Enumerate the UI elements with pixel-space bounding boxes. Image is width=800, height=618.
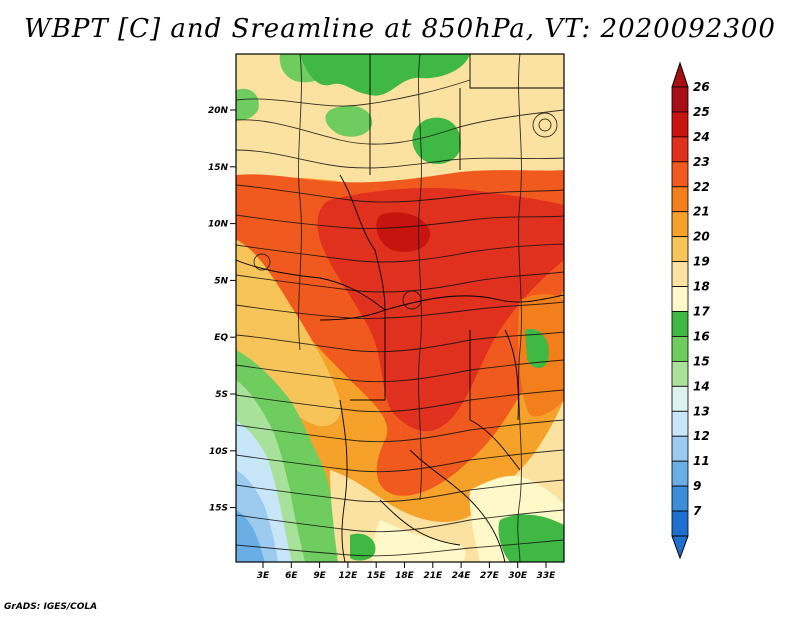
lat-label: 15S (209, 504, 228, 514)
colorbar-swatch (671, 435, 689, 462)
colorbar-label: 17 (693, 305, 710, 319)
colorbar-top-arrow (671, 61, 689, 88)
lon-label: 30E (508, 571, 528, 581)
lon-label: 12E (339, 571, 359, 581)
colorbar-swatch (671, 510, 689, 537)
lon-label: 21E (423, 571, 443, 581)
colorbar-label: 22 (693, 180, 710, 194)
temperature-field (236, 54, 564, 562)
colorbar-label: 24 (693, 130, 710, 144)
colorbar-label: 9 (693, 479, 701, 493)
lat-label: 5N (214, 276, 228, 286)
lon-label: 15E (367, 571, 387, 581)
lon-label: 27E (480, 571, 500, 581)
colorbar-swatch (671, 360, 689, 387)
colorbar-label: 19 (693, 255, 710, 269)
colorbar-label: 23 (693, 155, 710, 169)
lat-label: 15N (208, 163, 229, 173)
colorbar-swatch (671, 311, 689, 337)
colorbar-swatch (671, 111, 689, 138)
map-title: WBPT [C] and Sreamline at 850hPa, VT: 20… (24, 14, 776, 44)
lat-label: 10N (208, 220, 229, 230)
lon-label: 33E (537, 571, 557, 581)
colorbar-swatch (671, 385, 689, 412)
lat-label: 5S (215, 390, 228, 400)
country-borders (236, 54, 564, 562)
longitude-axis: 3E 6E 9E 12E 15E 18E 21E 24E 27E 30E 33E (257, 562, 556, 581)
colorbar-swatch (671, 336, 689, 362)
lon-label: 24E (452, 571, 472, 581)
colorbar-label: 21 (693, 205, 710, 219)
grads-credit: GrADS: IGES/COLA (4, 602, 98, 612)
lat-label: 20N (208, 106, 229, 116)
colorbar-label: 16 (693, 329, 710, 343)
lat-label: EQ (214, 333, 228, 343)
colorbar-label: 20 (693, 230, 710, 244)
colorbar-label: 14 (693, 379, 710, 393)
colorbar-label: 13 (693, 404, 710, 418)
colorbar-swatch (671, 136, 689, 163)
colorbar-swatch (671, 485, 689, 512)
colorbar-swatch (671, 86, 689, 113)
colorbar-swatch (671, 211, 689, 238)
latitude-axis: 20N 15N 10N 5N EQ 5S 10S 15S (208, 106, 236, 514)
colorbar-swatch (671, 186, 689, 213)
lon-label: 18E (395, 571, 415, 581)
colorbar-swatch (671, 236, 689, 263)
lon-label: 9E (313, 571, 326, 581)
lat-label: 10S (209, 447, 228, 457)
colorbar-label: 26 (693, 80, 710, 94)
colorbar-swatch (671, 410, 689, 437)
colorbar-swatch (671, 261, 689, 287)
colorbar-label: 18 (693, 280, 710, 294)
colorbar-label: 12 (693, 429, 710, 443)
colorbar-bottom-arrow (671, 535, 689, 560)
colorbar-swatch (671, 161, 689, 188)
streamlines (236, 54, 564, 562)
colorbar-label: 15 (693, 354, 710, 368)
colorbar: 26 25 24 23 22 21 20 19 18 17 16 15 14 13 12 11 9 7 (671, 61, 710, 560)
colorbar-swatch (671, 460, 689, 487)
lon-label: 3E (257, 571, 270, 581)
colorbar-swatch (671, 286, 689, 312)
colorbar-label: 7 (693, 504, 702, 518)
map-frame (235, 53, 565, 563)
lon-label: 6E (285, 571, 298, 581)
colorbar-label: 25 (693, 105, 710, 119)
colorbar-label: 11 (693, 454, 710, 468)
